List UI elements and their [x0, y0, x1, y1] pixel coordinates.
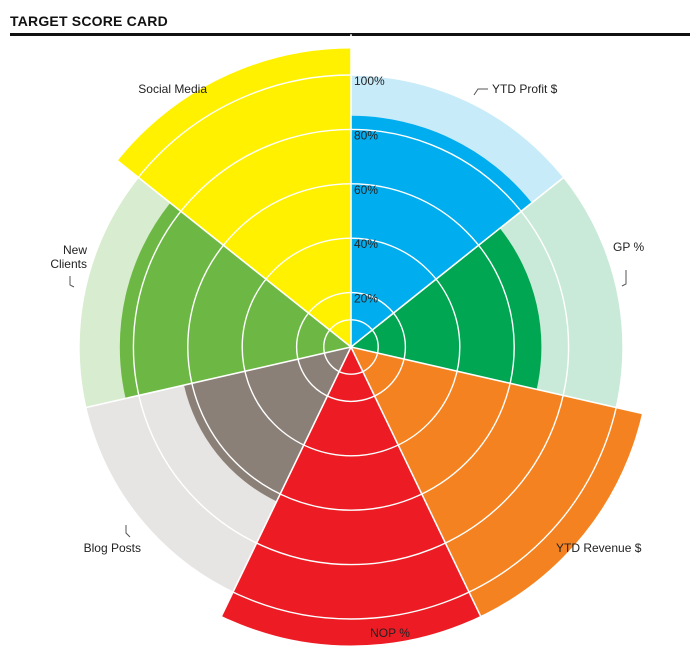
title-rule	[10, 33, 690, 36]
slice-label-new-clients: Clients	[50, 257, 87, 271]
label-leader-new-clients	[69, 276, 75, 288]
tick-label-100: 100%	[354, 74, 385, 88]
tick-label-80: 80%	[354, 128, 378, 142]
slice-label-ytd-revenue: YTD Revenue $	[556, 541, 642, 555]
slice-label-ytd-profit: YTD Profit $	[492, 82, 558, 96]
page-title: TARGET SCORE CARD	[10, 13, 168, 29]
slice-label-new-clients: New	[63, 243, 87, 257]
label-leader-gp	[621, 270, 627, 287]
value-wedge-ytd-profit	[351, 115, 532, 347]
value-wedge-blog-posts	[183, 347, 351, 502]
value-wedge-ytd-revenue	[351, 347, 643, 617]
slice-separator	[105, 151, 352, 348]
tick-label-20: 20%	[354, 292, 378, 306]
slice-separator	[45, 346, 352, 418]
slice-separator	[350, 151, 597, 348]
label-leader-blog-posts	[125, 525, 131, 538]
value-wedge-nop	[221, 347, 481, 647]
slice-label-nop: NOP %	[370, 626, 410, 640]
value-wedge-new-clients	[119, 202, 351, 399]
slice-separator	[350, 346, 657, 418]
tick-label-40: 40%	[354, 237, 378, 251]
value-wedge-social-media	[117, 47, 351, 348]
slice-separator	[214, 346, 352, 630]
slice-label-blog-posts: Blog Posts	[84, 541, 141, 555]
slice-separator	[350, 346, 488, 630]
tick-label-60: 60%	[354, 183, 378, 197]
slice-label-gp: GP %	[613, 240, 644, 254]
label-leader-ytd-profit	[473, 88, 488, 96]
slice-label-social-media: Social Media	[138, 82, 207, 96]
